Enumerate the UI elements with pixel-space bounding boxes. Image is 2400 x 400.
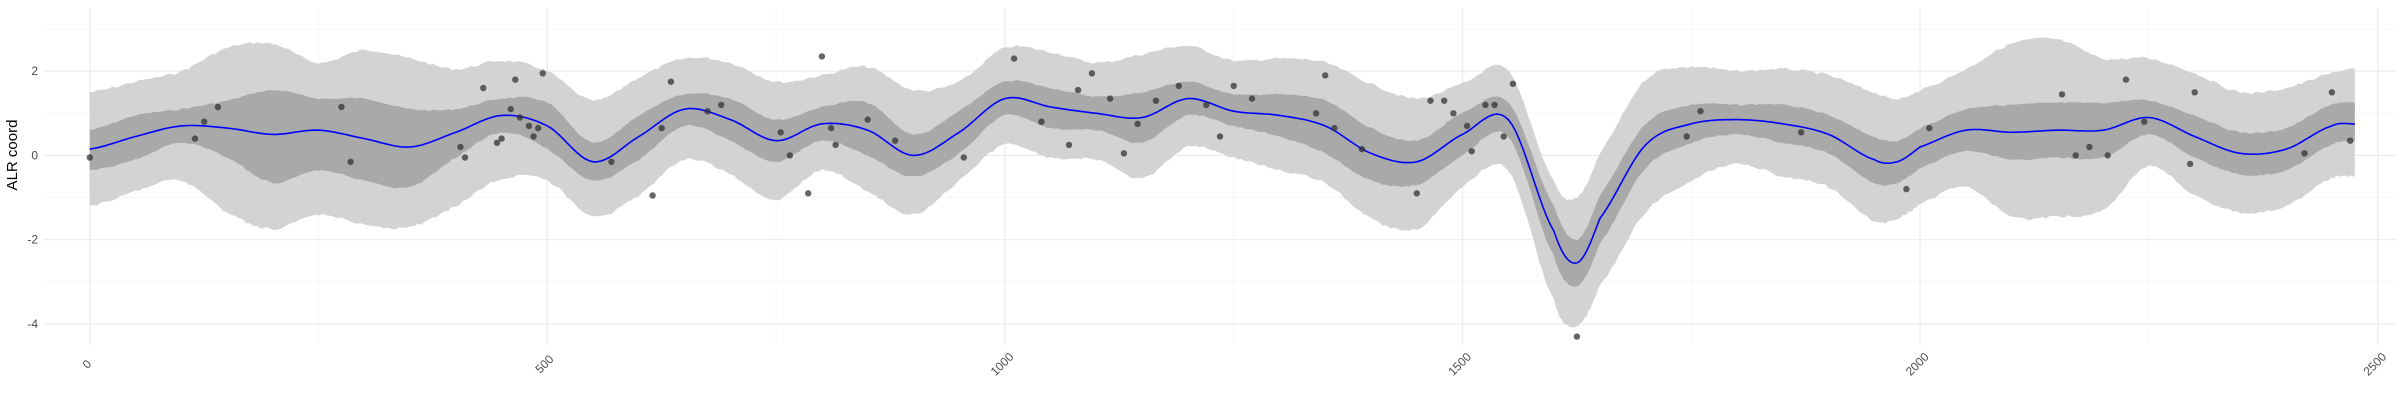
observation-point: [1573, 333, 1581, 340]
observation-point: [1203, 101, 1210, 109]
observation-point: [608, 158, 615, 165]
observation-point: [891, 137, 899, 144]
y-tick-label: -2: [27, 233, 38, 247]
observation-point: [1509, 80, 1517, 88]
observation-point: [2347, 137, 2354, 144]
observation-point: [493, 139, 501, 146]
observation-point: [704, 108, 711, 115]
observation-point: [539, 70, 546, 77]
observation-point: [2104, 152, 2111, 159]
observation-point: [1175, 82, 1183, 90]
observation-point: [2058, 91, 2066, 98]
observation-point: [960, 154, 967, 161]
observation-point: [818, 53, 826, 60]
observation-point: [649, 192, 656, 199]
observation-point: [2086, 143, 2093, 151]
observation-point: [786, 152, 794, 159]
observation-point: [1038, 118, 1045, 125]
observation-point: [1797, 129, 1805, 136]
mean-line: [89, 96, 2355, 264]
observation-point: [480, 84, 487, 92]
observation-point: [1491, 101, 1498, 109]
observation-point: [525, 122, 533, 130]
observation-point: [1441, 97, 1448, 104]
observation-point: [1463, 122, 1471, 130]
observation-point: [530, 133, 537, 140]
observation-point: [214, 103, 222, 111]
observation-point: [1120, 150, 1128, 157]
y-tick-label: 0: [31, 148, 38, 162]
y-tick-label: 2: [31, 64, 38, 78]
observation-point: [535, 124, 542, 132]
observation-point: [1152, 97, 1160, 104]
observation-point: [2186, 160, 2194, 168]
observation-point: [1134, 120, 1141, 128]
observation-point: [1413, 190, 1421, 197]
observation-point: [201, 118, 208, 125]
observation-point: [516, 114, 524, 121]
observation-point: [718, 101, 725, 109]
observation-point: [507, 105, 514, 113]
observation-point: [864, 116, 871, 123]
observation-point: [2301, 150, 2308, 157]
observation-point: [1358, 145, 1366, 153]
observation-point: [1107, 95, 1114, 102]
observation-point: [512, 76, 519, 83]
observation-point: [191, 135, 199, 142]
observation-point: [658, 124, 665, 132]
observation-point: [2141, 118, 2148, 125]
observation-point: [1697, 108, 1704, 115]
observation-point: [1248, 95, 1256, 102]
observation-point: [1312, 110, 1320, 117]
observation-point: [2072, 152, 2079, 159]
observation-point: [1468, 148, 1475, 155]
observation-points: [86, 53, 2354, 340]
observation-point: [1331, 124, 1338, 132]
observation-point: [1450, 110, 1457, 117]
y-tick-label: -4: [27, 317, 38, 331]
observation-point: [2191, 89, 2198, 96]
observation-point: [805, 190, 812, 197]
observation-point: [1500, 133, 1507, 140]
observation-point: [86, 154, 94, 161]
observation-point: [338, 103, 345, 111]
observation-point: [832, 141, 839, 149]
observation-point: [457, 143, 464, 151]
y-axis-ticks: -4 -2 0 2: [27, 64, 38, 331]
y-axis-title: ALR coord: [4, 120, 21, 191]
observation-point: [1065, 141, 1073, 149]
observation-point: [2122, 76, 2130, 83]
observation-point: [667, 78, 675, 85]
observation-point: [1074, 86, 1082, 94]
observation-point: [461, 154, 469, 161]
observation-point: [498, 135, 505, 142]
observation-point: [1230, 82, 1237, 90]
observation-point: [1010, 55, 1018, 62]
mean-curve: [89, 96, 2355, 264]
observation-point: [1482, 101, 1489, 109]
observation-point: [1683, 133, 1690, 140]
observation-point: [1216, 133, 1224, 140]
observation-point: [1926, 124, 1933, 132]
uncertainty-bands: [89, 37, 2355, 328]
observation-point: [1088, 70, 1096, 77]
inner-credible-band: [89, 80, 2355, 287]
observation-point: [347, 158, 354, 165]
observation-point: [1322, 72, 1329, 79]
observation-point: [827, 124, 835, 132]
observation-point: [777, 129, 784, 136]
observation-point: [2328, 89, 2336, 96]
observation-point: [1427, 97, 1434, 104]
observation-point: [1903, 185, 1910, 193]
